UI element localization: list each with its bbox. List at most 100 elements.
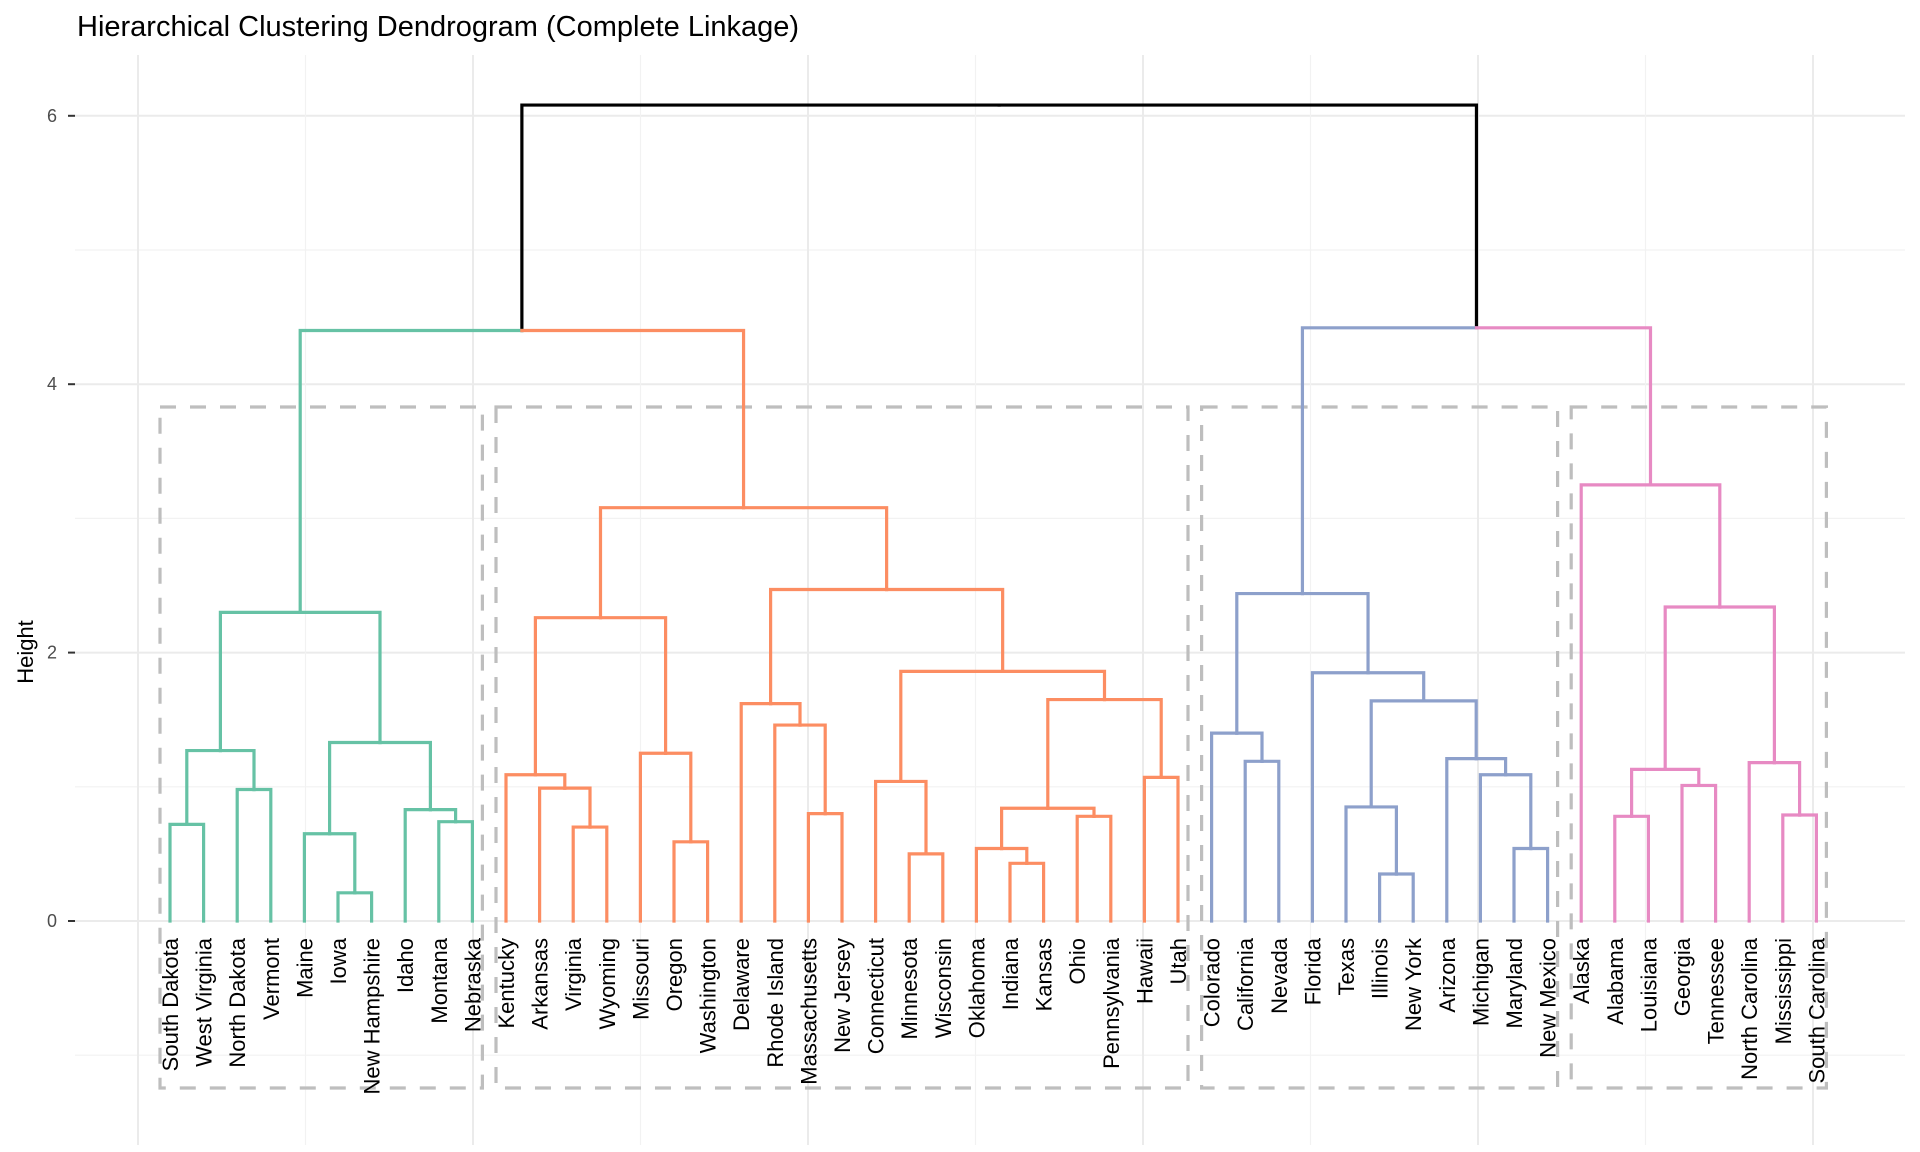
dendrogram-branch xyxy=(899,779,928,856)
dendrogram-branch xyxy=(1478,773,1508,923)
dendrogram-branch xyxy=(428,808,458,824)
cluster-rectangle-3 xyxy=(1199,405,1560,1090)
leaf-label: South Dakota xyxy=(158,937,183,1071)
dendrogram-branch xyxy=(454,820,474,923)
dendrogram-branch xyxy=(504,773,537,923)
dendrogram-branch xyxy=(403,808,432,923)
dendrogram-branch xyxy=(1718,605,1776,765)
dendrogram-branch xyxy=(533,616,603,777)
dendrogram-branch xyxy=(1159,775,1180,923)
leaf-label: Massachusetts xyxy=(796,938,821,1085)
leaf-label: Idaho xyxy=(393,938,418,993)
y-tick-label: 0 xyxy=(47,911,57,931)
cluster-rectangles xyxy=(158,405,1828,1090)
leaf-label: Rhode Island xyxy=(763,938,788,1068)
dendrogram-branch xyxy=(1025,861,1046,923)
leaf-label: Nebraska xyxy=(460,937,485,1032)
dendrogram-branch xyxy=(1781,813,1802,923)
dendrogram-branch xyxy=(769,701,802,727)
dendrogram-branch xyxy=(1092,814,1113,923)
dendrogram-branch xyxy=(1422,699,1478,761)
leaf-label: Oregon xyxy=(662,938,687,1011)
dendrogram-branch xyxy=(1260,759,1281,923)
dendrogram-branch xyxy=(168,822,189,923)
dendrogram-branch xyxy=(1366,671,1426,703)
dendrogram-branch xyxy=(328,832,357,895)
dendrogram-branch xyxy=(1369,699,1426,809)
leaf-label: North Dakota xyxy=(225,937,250,1067)
dendrogram-branch xyxy=(298,610,382,745)
dendrogram-branch xyxy=(798,723,827,816)
dendrogram-branch xyxy=(664,751,693,844)
leaf-label: California xyxy=(1233,937,1258,1031)
dendrogram-branch xyxy=(689,840,710,923)
leaf-label: Indiana xyxy=(998,937,1023,1010)
cluster-rectangle-1 xyxy=(158,405,484,1090)
leaf-label: Illinois xyxy=(1368,938,1393,999)
leaf-label: South Carolina xyxy=(1804,937,1829,1083)
leaf-label: Georgia xyxy=(1670,937,1695,1016)
leaf-label: Louisiana xyxy=(1636,937,1661,1032)
dendrogram-branch xyxy=(1235,731,1264,763)
dendrogram-branch xyxy=(1772,761,1802,817)
dendrogram-branch xyxy=(588,825,609,923)
dendrogram-branch xyxy=(1630,814,1650,923)
dendrogram-branch xyxy=(1046,806,1096,818)
dendrogram-branch xyxy=(907,852,928,923)
dendrogram-branch xyxy=(1102,697,1163,780)
leaf-label: Michigan xyxy=(1468,938,1493,1026)
dendrogram-branch xyxy=(563,786,592,829)
dendrogram-branch xyxy=(252,787,273,923)
dendrogram-branch xyxy=(741,506,889,592)
dendrogram-branch xyxy=(1680,783,1701,923)
leaf-label: Washington xyxy=(696,938,721,1053)
dendrogram-branch xyxy=(1648,483,1722,609)
dendrogram-branch xyxy=(336,891,357,923)
dendrogram-branch xyxy=(1210,731,1239,923)
dendrogram-root-branch xyxy=(997,103,1479,330)
dendrogram-branches xyxy=(168,103,1818,923)
dendrogram-branch xyxy=(598,616,668,755)
leaf-label: Alaska xyxy=(1569,937,1594,1004)
dendrogram-branch xyxy=(1235,591,1305,735)
cluster-rectangle-2 xyxy=(494,405,1190,1090)
dendrogram-branch xyxy=(885,587,1005,673)
y-tick-label: 4 xyxy=(47,374,57,394)
leaf-labels: South Dakota West Virginia North Dakota Ver… xyxy=(158,937,1829,1094)
dendrogram-branch xyxy=(1798,813,1818,923)
leaf-label: Alabama xyxy=(1603,937,1628,1025)
dendrogram-branch xyxy=(1663,605,1722,771)
dendrogram-branch xyxy=(218,748,256,792)
dendrogram-branch xyxy=(598,506,746,620)
leaf-label: Montana xyxy=(427,937,452,1023)
leaf-label: Wyoming xyxy=(595,938,620,1030)
cluster-rectangle-4 xyxy=(1569,405,1828,1090)
leaf-label: New Mexico xyxy=(1536,938,1561,1058)
dendrogram-branch xyxy=(1394,872,1415,923)
leaf-label: Minnesota xyxy=(897,937,922,1039)
dendrogram-branch xyxy=(1697,783,1718,923)
leaf-label: Pennsylvania xyxy=(1099,937,1124,1069)
dendrogram-branch xyxy=(806,812,827,923)
leaf-label: Arkansas xyxy=(528,938,553,1030)
dendrogram-branch xyxy=(1344,805,1373,923)
dendrogram-branch xyxy=(1243,759,1264,923)
leaf-label: New Jersey xyxy=(830,938,855,1053)
dendrogram-branch xyxy=(185,822,206,923)
leaf-label: Texas xyxy=(1334,938,1359,995)
dendrogram-branch xyxy=(533,773,567,790)
dendrogram-branch xyxy=(1300,591,1370,675)
dendrogram-branch xyxy=(899,669,1005,784)
leaf-label: Utah xyxy=(1166,938,1191,984)
dendrogram-root-branch xyxy=(520,103,1001,333)
dendrogram-branch xyxy=(1445,757,1478,923)
dendrogram-branch xyxy=(437,820,458,923)
dendrogram-branch xyxy=(378,740,432,812)
dendrogram-branch xyxy=(1369,805,1398,876)
dendrogram-branch xyxy=(739,701,773,923)
dendrogram-branch xyxy=(185,748,222,826)
dendrogram-branch xyxy=(638,751,668,923)
dendrogram-branch xyxy=(235,787,256,923)
dendrogram-branch xyxy=(924,852,945,923)
leaf-label: West Virginia xyxy=(192,937,217,1067)
